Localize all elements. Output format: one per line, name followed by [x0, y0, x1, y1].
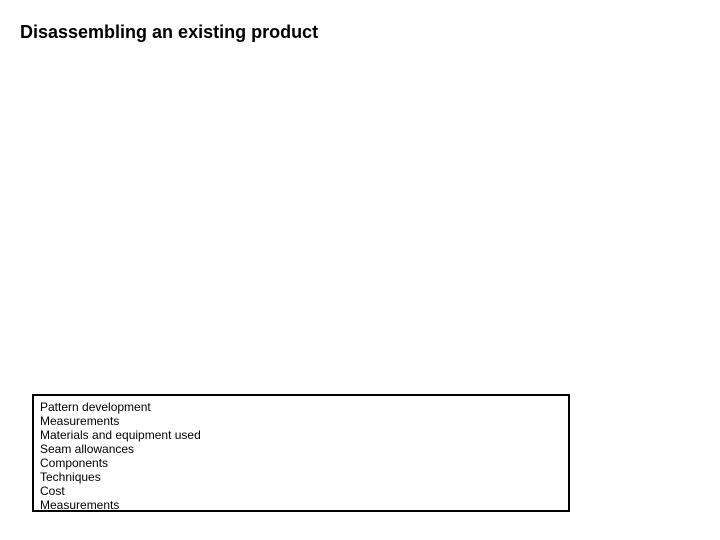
list-item: Measurements — [40, 414, 562, 428]
content-box: Pattern development Measurements Materia… — [32, 394, 570, 512]
list-item: Seam allowances — [40, 442, 562, 456]
list-item: Pattern development — [40, 400, 562, 414]
list-item: Materials and equipment used — [40, 428, 562, 442]
list-item: Techniques — [40, 470, 562, 484]
content-list: Pattern development Measurements Materia… — [40, 400, 562, 512]
page-title: Disassembling an existing product — [20, 22, 318, 43]
list-item: Components — [40, 456, 562, 470]
list-item: Cost — [40, 484, 562, 498]
slide: Disassembling an existing product Patter… — [0, 0, 720, 540]
list-item: Measurements — [40, 498, 562, 512]
